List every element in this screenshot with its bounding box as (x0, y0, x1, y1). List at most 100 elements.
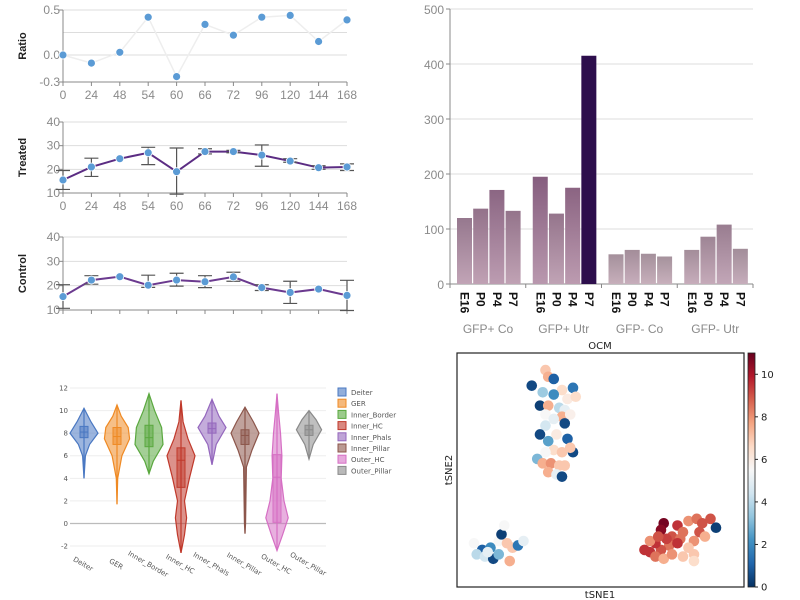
scatter-point (567, 382, 579, 394)
bar (640, 253, 656, 284)
legend-swatch (337, 398, 347, 408)
x-tick-label: 24 (85, 88, 99, 102)
scatter-point (482, 546, 494, 558)
scatter-point (526, 380, 538, 391)
bar (732, 248, 748, 284)
x-tick-label: 54 (142, 199, 156, 213)
scatter-point (705, 513, 716, 525)
x-tick-label: 24 (85, 199, 99, 213)
bar-category-label: E16 (533, 292, 547, 314)
y-tick-label: 12 (59, 385, 68, 393)
colorbar-tick-label: 10 (761, 370, 774, 381)
legend-label: Outer_HC (351, 456, 385, 464)
scatter-point (570, 391, 582, 403)
scatter-point (666, 549, 678, 560)
data-point (257, 283, 267, 293)
scatter-point (650, 551, 661, 562)
bar (684, 249, 700, 284)
scatter-point (471, 549, 483, 560)
scatter-point (504, 555, 516, 567)
violin-x-label: GER (108, 557, 125, 571)
y-tick-label: 6 (64, 452, 69, 460)
bar (473, 208, 489, 284)
data-point (257, 12, 267, 22)
y-tick-label: 0 (64, 520, 68, 528)
scatter-point (551, 429, 562, 440)
x-tick-label: 48 (113, 199, 127, 213)
scatter-point (498, 520, 510, 531)
scatter-point (540, 409, 551, 420)
x-tick-label: 96 (255, 88, 269, 102)
y-tick-label: 500 (424, 3, 444, 17)
data-point (285, 156, 295, 166)
data-point (115, 272, 125, 282)
scatter-point (688, 555, 700, 567)
data-point (314, 163, 324, 173)
violin-box (272, 454, 282, 523)
x-tick-label: 0 (60, 88, 67, 102)
y-tick-label: 2 (64, 497, 68, 505)
data-point (87, 162, 96, 172)
scatter-point (562, 433, 573, 445)
x-tick-label: 168 (337, 88, 357, 102)
y-tick-label: 0 (437, 278, 444, 292)
y-tick-label: 100 (424, 223, 444, 237)
scatter-point (677, 551, 689, 562)
scatter-point (639, 544, 650, 556)
y-tick-label: 30 (47, 139, 61, 153)
bar-category-label: P4 (566, 292, 580, 307)
violin-box (207, 422, 217, 434)
bar (657, 256, 673, 284)
violin-box (304, 424, 314, 436)
violin-x-label: Deiter (72, 555, 95, 573)
data-point (58, 50, 68, 60)
violin-x-label: Inner_Phals (192, 551, 231, 578)
y-axis-title: Ratio (17, 32, 29, 60)
y-tick-label: 20 (47, 279, 61, 293)
bar (505, 210, 521, 284)
x-tick-label: 66 (198, 88, 212, 102)
data-point (143, 280, 153, 290)
data-point (285, 10, 295, 20)
violin-x-label: Inner_Border (126, 550, 169, 580)
data-point (228, 272, 238, 282)
bar-category-label: P0 (701, 292, 715, 307)
scatter-point (559, 418, 571, 429)
y-tick-label: 10 (47, 303, 61, 317)
data-point (342, 162, 352, 172)
data-point (285, 288, 295, 297)
scatter-point (652, 531, 664, 542)
violin-x-label: Outer_Pillar (288, 551, 327, 578)
legend-swatch (337, 409, 347, 419)
data-point (172, 72, 182, 81)
y-axis-title: Control (17, 254, 29, 293)
legend-label: Inner_Pillar (351, 445, 390, 453)
legend-swatch (337, 443, 347, 453)
data-point (228, 147, 238, 156)
colorbar-tick-label: 2 (761, 540, 767, 551)
data-point (257, 150, 267, 160)
scatter-point (548, 444, 560, 456)
scatter-point (540, 420, 551, 431)
data-point (58, 292, 68, 302)
scatter-point (564, 442, 576, 454)
group-label: GFP- Utr (691, 322, 739, 336)
scatter-point (683, 515, 694, 527)
legend-swatch (337, 387, 347, 397)
x-tick-label: 120 (280, 199, 300, 213)
legend-label: GER (351, 400, 366, 408)
y-tick-label: 20 (47, 162, 61, 176)
bar (565, 187, 581, 284)
data-point (314, 284, 324, 294)
scatter-point (496, 529, 507, 540)
y-tick-label: 8 (64, 430, 68, 438)
scatter-point (564, 409, 576, 420)
data-point (87, 275, 96, 285)
legend-label: Outer_Pillar (351, 467, 392, 475)
scatter-point (468, 537, 480, 549)
scatter-point (540, 446, 551, 458)
bar (457, 218, 472, 284)
x-tick-label: 60 (170, 88, 184, 102)
